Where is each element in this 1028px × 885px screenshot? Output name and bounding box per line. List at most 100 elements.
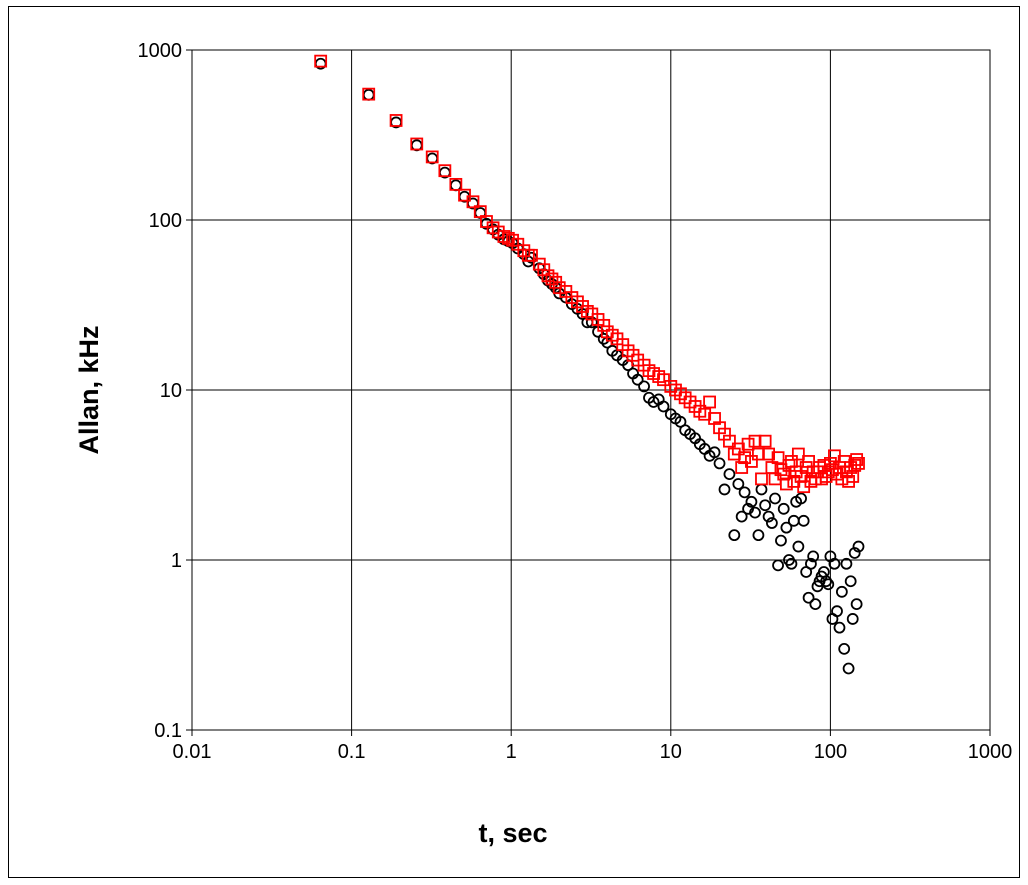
data-point-square <box>545 272 559 286</box>
data-point-square <box>815 472 828 486</box>
data-point-circle <box>805 557 817 570</box>
data-point-circle <box>844 575 857 588</box>
data-point-circle <box>732 478 745 490</box>
data-point-square <box>782 459 796 472</box>
data-point-square <box>314 54 328 68</box>
data-point-square <box>758 434 772 448</box>
data-point-circle <box>738 486 751 499</box>
x-tick-label: 1 <box>506 741 517 763</box>
data-point-circle <box>723 468 736 481</box>
data-point-square <box>425 150 439 164</box>
data-point-square <box>552 281 566 295</box>
data-point-circle <box>752 529 765 542</box>
y-tick-label: 100 <box>149 210 182 232</box>
data-point-circle <box>769 492 781 505</box>
data-point-square <box>458 188 471 202</box>
data-point-circle <box>792 540 805 553</box>
data-point-circle <box>828 557 841 570</box>
data-point-square <box>580 304 594 318</box>
data-point-circle <box>833 621 846 634</box>
grid-lines <box>192 50 990 730</box>
data-point-square <box>410 137 424 151</box>
data-point-square <box>762 447 776 461</box>
data-point-circle <box>735 510 748 523</box>
data-point-circle <box>802 591 815 604</box>
data-point-circle <box>362 88 375 101</box>
data-point-circle <box>838 642 851 655</box>
data-point-square <box>497 230 511 243</box>
y-tick-labels: 0.1 1 10 100 1000 <box>138 40 183 742</box>
data-point-circle <box>631 373 644 386</box>
data-point-circle <box>820 575 833 588</box>
data-point-circle <box>638 380 650 393</box>
x-tick-label: 1000 <box>968 741 1013 763</box>
data-point-circle <box>708 446 721 459</box>
data-point-circle <box>775 534 787 547</box>
series-1 <box>314 54 865 494</box>
chart-frame <box>8 6 1020 878</box>
axes <box>186 49 991 736</box>
data-point-circle <box>728 529 741 542</box>
data-point-square <box>466 195 480 209</box>
data-point-circle <box>785 557 798 570</box>
data-point-square <box>852 457 865 470</box>
data-point-square <box>850 453 864 466</box>
data-point-circle <box>759 499 772 512</box>
series-0 <box>314 57 865 675</box>
x-axis-title: t, sec <box>478 818 547 848</box>
data-point-circle <box>780 521 793 534</box>
data-point-square <box>657 373 670 387</box>
data-point-square <box>597 318 611 332</box>
data-point-circle <box>795 492 807 505</box>
data-point-square <box>738 451 751 465</box>
data-point-circle <box>787 514 800 527</box>
data-point-circle <box>840 557 853 570</box>
data-point-square <box>779 477 793 491</box>
data-point-square <box>541 269 555 283</box>
data-point-circle <box>850 598 863 611</box>
y-tick-label: 1000 <box>138 40 183 62</box>
data-point-square <box>362 87 376 101</box>
y-tick-label: 10 <box>160 380 182 402</box>
data-point-square <box>698 407 712 421</box>
data-point-circle <box>848 547 861 559</box>
data-point-circle <box>807 550 820 563</box>
data-point-circle <box>718 483 731 496</box>
y-tick-label: 1 <box>171 550 182 572</box>
data-point-circle <box>766 517 778 529</box>
data-point-circle <box>657 400 670 413</box>
data-point-square <box>703 395 716 409</box>
data-point-circle <box>797 514 810 527</box>
data-point-square <box>771 451 785 465</box>
data-point-circle <box>809 598 822 611</box>
data-point-square <box>525 248 538 262</box>
data-point-square <box>755 472 768 486</box>
x-tick-label: 0.1 <box>338 741 366 763</box>
data-point-circle <box>842 662 855 675</box>
data-point-square <box>774 463 788 477</box>
data-point-circle <box>777 502 790 515</box>
data-point-circle <box>852 540 865 553</box>
data-point-circle <box>831 605 843 618</box>
data-point-square <box>438 164 452 178</box>
y-axis-title: Allan, kHz <box>74 325 104 454</box>
data-point-circle <box>822 578 835 591</box>
data-point-circle <box>745 495 758 508</box>
data-point-square <box>449 177 463 191</box>
data-point-circle <box>749 506 761 519</box>
data-point-circle <box>755 483 768 496</box>
data-point-square <box>723 434 736 448</box>
data-point-circle <box>597 332 610 345</box>
data-point-circle <box>762 510 775 523</box>
data-points <box>314 54 865 675</box>
x-tick-labels: 0.01 0.1 1 10 100 1000 <box>173 741 1013 763</box>
data-point-circle <box>742 502 754 515</box>
x-tick-label: 100 <box>814 741 847 763</box>
data-point-square <box>389 114 403 127</box>
y-tick-label: 0.1 <box>154 720 182 742</box>
data-point-circle <box>846 613 859 625</box>
data-point-circle <box>772 559 784 572</box>
data-point-square <box>826 463 839 477</box>
x-tick-label: 10 <box>660 741 682 763</box>
